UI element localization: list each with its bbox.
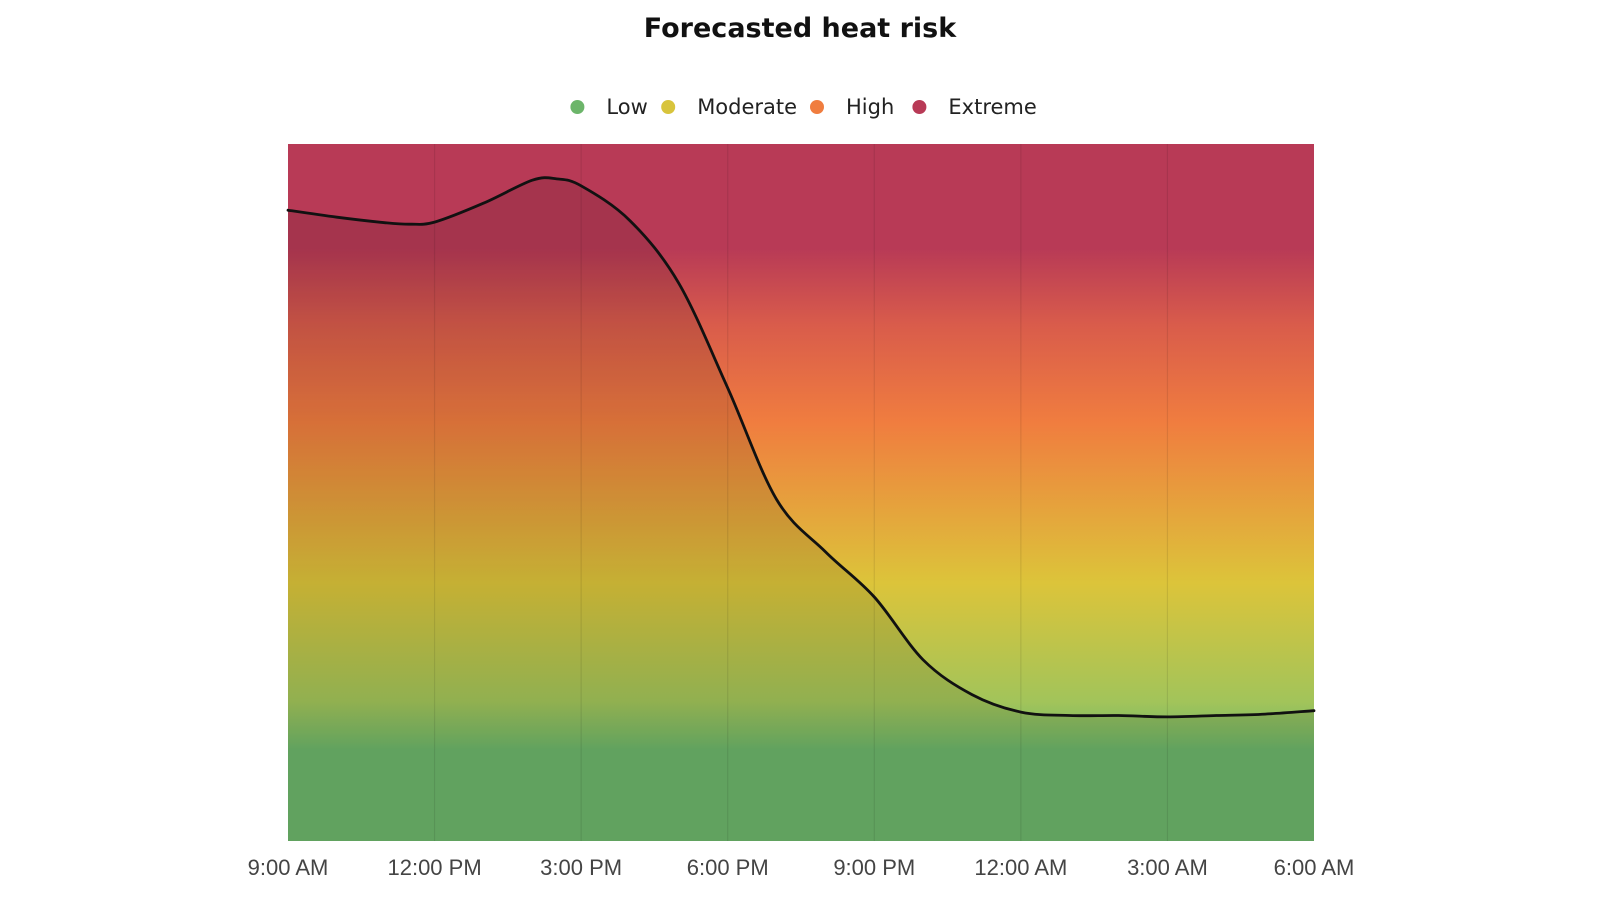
- x-tick-label: 12:00 PM: [387, 855, 481, 880]
- legend-label-low[interactable]: Low: [606, 95, 647, 119]
- plot-background: [288, 144, 1314, 841]
- x-tick-label: 3:00 PM: [540, 855, 622, 880]
- x-tick-label: 9:00 PM: [833, 855, 915, 880]
- legend-dot-high: [810, 100, 824, 114]
- vertical-gridlines: [433, 144, 1169, 841]
- legend: Low Moderate High Extreme: [570, 95, 1037, 119]
- x-tick-label: 9:00 AM: [248, 855, 329, 880]
- legend-dot-moderate: [661, 100, 676, 114]
- x-tick-label: 6:00 AM: [1274, 855, 1355, 880]
- x-tick-label: 6:00 PM: [687, 855, 769, 880]
- chart-title: Forecasted heat risk: [644, 13, 957, 44]
- legend-dot-low: [570, 100, 585, 114]
- legend-label-high[interactable]: High: [846, 95, 894, 119]
- legend-label-extreme[interactable]: Extreme: [948, 95, 1036, 119]
- heat-risk-line: [286, 176, 1316, 719]
- x-tick-label: 3:00 AM: [1127, 855, 1208, 880]
- x-tick-label: 12:00 AM: [974, 855, 1067, 880]
- x-axis-ticks: 9:00 AM 12:00 PM 3:00 PM 6:00 PM 9:00 PM 12:0…: [248, 855, 1355, 880]
- legend-dot-extreme: [912, 100, 927, 114]
- legend-label-moderate[interactable]: Moderate: [697, 95, 797, 119]
